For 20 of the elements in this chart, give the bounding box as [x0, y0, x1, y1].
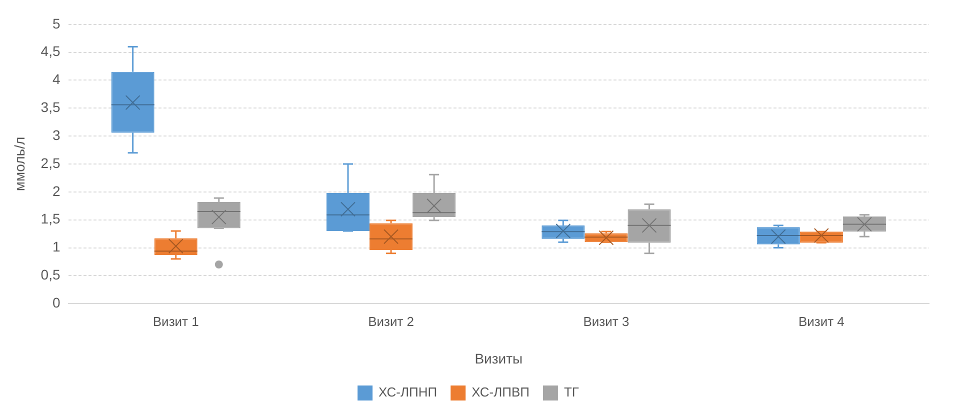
- y-tick-label: 3,5: [40, 99, 60, 116]
- x-tick-label: Визит 1: [152, 314, 199, 329]
- y-axis-title: ммоль/л: [11, 136, 28, 192]
- y-tick-label: 0,5: [40, 266, 60, 283]
- legend-label: ХС-ЛПВП: [472, 384, 530, 400]
- y-tick-label: 5: [52, 15, 60, 32]
- x-axis-title: Визиты: [474, 350, 523, 366]
- y-tick-label: 4,5: [40, 43, 60, 60]
- y-tick-label: 1,5: [40, 210, 60, 227]
- legend-label: ТГ: [564, 384, 579, 400]
- y-tick-label: 0: [52, 294, 60, 310]
- y-tick-label: 2,5: [40, 154, 60, 171]
- x-tick-label: Визит 4: [798, 314, 844, 329]
- y-tick-label: 4: [52, 71, 60, 88]
- y-tick-label: 2: [52, 182, 60, 199]
- y-tick-label: 3: [52, 126, 60, 143]
- x-tick-label: Визит 3: [583, 314, 630, 329]
- legend-label: ХС-ЛПНП: [378, 384, 438, 400]
- x-tick-label: Визит 2: [368, 314, 414, 329]
- y-tick-label: 1: [52, 238, 60, 255]
